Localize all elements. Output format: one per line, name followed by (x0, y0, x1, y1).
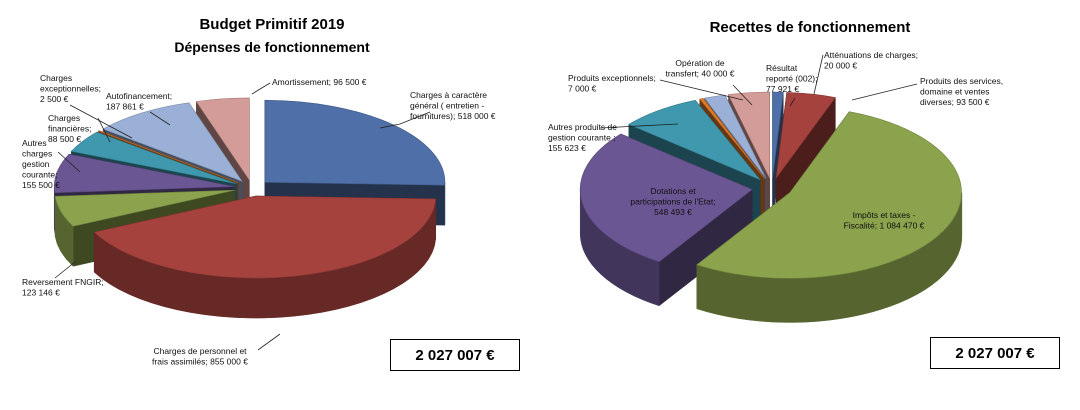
data-label: Charges financières; 88 500 € (48, 113, 91, 144)
data-label: Résultat reporté (002); 77 921 € (766, 63, 818, 94)
label-dotations-et-participations-de-l-etat: Dotations et participations de l'Etat; 548… (630, 186, 715, 217)
label-impots-et-taxes-fiscalite: Impôts et taxes -Fiscalité; 1 084 470 € (844, 210, 925, 231)
total-box-expenses: 2 027 007 € (390, 339, 520, 371)
chart-title-right: Recettes de fonctionnement (710, 19, 911, 36)
total-box-revenues: 2 027 007 € (930, 337, 1060, 369)
data-label: Charges exceptionnelles; 2 500 € (40, 73, 101, 104)
data-label: Produits exceptionnels; 7 000 € (568, 73, 656, 94)
data-label: Autofinancement; 187 861 € (106, 91, 172, 112)
label-reversement-fngir: Reversement FNGIR; 123 146 € (22, 261, 104, 298)
label-autres-produits-de-gestion-courante: Autres produits de gestion courante ; 155 … (548, 122, 679, 153)
slice-dotations-et-participations-de-l-etat (579, 133, 753, 307)
chart-title-left: Budget Primitif 2019 (199, 16, 344, 33)
label-amortissement: Amortissement; 96 500 € (251, 77, 367, 95)
label-charges-financieres: Charges financières; 88 500 € (48, 113, 111, 144)
data-label: Atténuations de charges; 20 000 € (824, 50, 918, 71)
slice-charges-de-personnel-et-frais-assimiles (93, 195, 437, 319)
data-label: Opération de transfert; 40 000 € (666, 58, 735, 79)
data-label: Autres charges gestion courante; 155 500 € (22, 138, 60, 190)
data-label: Dotations et participations de l'Etat; 548… (630, 186, 715, 217)
label-produits-exceptionnels: Produits exceptionnels; 7 000 € (568, 73, 744, 101)
data-label: Reversement FNGIR; 123 146 € (22, 277, 104, 298)
pie-chart-expenses: Charges à caractère général ( entretien -… (22, 73, 496, 367)
label-charges-exceptionnelles: Charges exceptionnelles; 2 500 € (40, 73, 133, 139)
data-label: Autres produits de gestion courante ; 155 … (548, 122, 617, 153)
data-label: Produits des services, domaine et ventes d… (920, 76, 1003, 107)
chart-subtitle-left: Dépenses de fonctionnement (174, 39, 370, 55)
label-autofinancement: Autofinancement; 187 861 € (106, 91, 172, 126)
label-operation-de-transfert: Opération de transfert; 40 000 € (666, 58, 753, 106)
label-attenuations-de-charges: Atténuations de charges; 20 000 € (813, 50, 918, 95)
label-charges-de-personnel-et-frais-assimiles: Charges de personnel et frais assimilés; … (152, 333, 281, 367)
label-charges-a-caractere-general-entretien-fournitures: Charges à caractère général ( entretien -… (379, 90, 496, 129)
data-label: Charges à caractère général ( entretien -… (410, 90, 496, 121)
data-label: Impôts et taxes -Fiscalité; 1 084 470 € (844, 210, 925, 231)
pie-chart-revenues: Atténuations de charges; 20 000 €Produits… (548, 50, 1003, 323)
label-resultat-reporte-002: Résultat reporté (002); 77 921 € (766, 63, 818, 107)
label-autres-charges-gestion-courante: Autres charges gestion courante; 155 500 € (22, 138, 81, 190)
data-label: Amortissement; 96 500 € (272, 77, 367, 87)
data-label: Charges de personnel et frais assimilés; … (152, 346, 248, 367)
slice-impots-et-taxes-fiscalite (696, 110, 963, 323)
label-produits-des-services-domaine-et-ventes-diverses: Produits des services, domaine et ventes d… (851, 76, 1003, 107)
